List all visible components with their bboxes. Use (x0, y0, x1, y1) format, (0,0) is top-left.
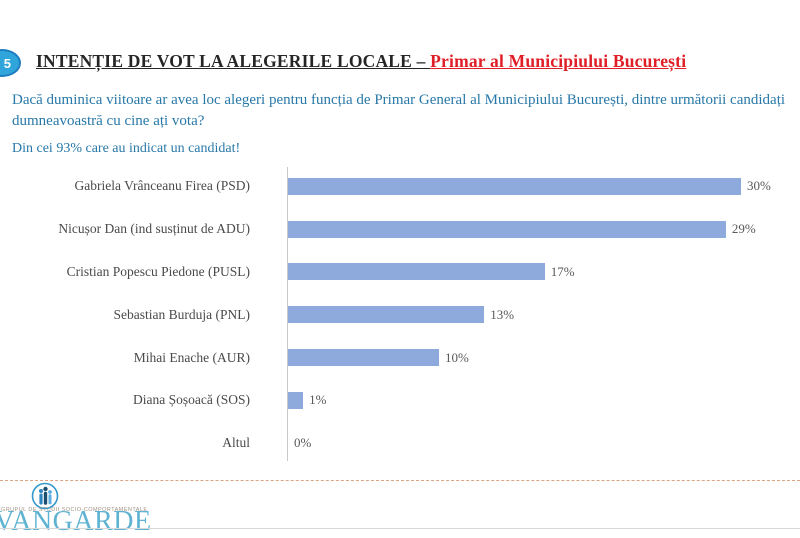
value-label: 13% (490, 306, 515, 322)
chart-row: Gabriela Vrânceanu Firea (PSD) 30% (0, 165, 792, 208)
question-line-2: dumneavoastră cu cine ați vota? (12, 112, 205, 129)
slide-title: INTENȚIE DE VOT LA ALEGERILE LOCALE – Pr… (36, 51, 686, 72)
category-label: Gabriela Vrânceanu Firea (PSD) (74, 178, 251, 194)
bar-track: 17% (288, 263, 575, 281)
logo-wordmark: AVANGARDE (0, 506, 152, 537)
category-label: Diana Șoșoacă (SOS) (133, 392, 250, 408)
value-label: 30% (747, 178, 771, 194)
chart-row: Altul 0% (0, 422, 792, 465)
bar (288, 349, 439, 367)
bar (288, 391, 304, 409)
category-label: Mihai Enache (AUR) (133, 349, 250, 365)
logo-tagline: GRUPUL DE STUDII SOCIO-COMPORTAMENTALE (1, 507, 148, 513)
bar (288, 177, 741, 195)
bar-track: 13% (288, 306, 515, 324)
chart-row: Cristian Popescu Piedone (PUSL) 17% (0, 251, 792, 294)
chart-row: Mihai Enache (AUR) 10% (0, 336, 792, 379)
category-label: Altul (222, 435, 250, 451)
category-label: Sebastian Burduja (PNL) (113, 306, 250, 322)
bar-track: 30% (288, 177, 771, 195)
logo-people-icon (31, 482, 59, 510)
value-label: 1% (309, 392, 327, 408)
value-label: 10% (445, 349, 469, 365)
chart-row: Sebastian Burduja (PNL) 13% (0, 293, 792, 336)
avangarde-logo: GRUPUL DE STUDII SOCIO-COMPORTAMENTALE A… (0, 482, 240, 537)
bar-chart: Gabriela Vrânceanu Firea (PSD) 30% Nicușor… (0, 165, 792, 465)
bottom-border-line (0, 528, 800, 529)
chart-row: Nicușor Dan (ind susținut de ADU) 29% (0, 208, 792, 251)
bar (288, 306, 485, 324)
slide-number: 5 (3, 55, 11, 71)
slide-number-badge: 5 (0, 49, 21, 77)
bar (288, 220, 726, 238)
title-highlight: Primar al Municipiului București (430, 51, 687, 71)
y-axis-line (287, 167, 288, 461)
bar-track: 1% (288, 391, 327, 409)
bar-track: 10% (288, 349, 469, 367)
note-text: Din cei 93% care au indicat un candidat! (12, 141, 241, 156)
value-label: 0% (294, 435, 312, 451)
bar-track: 29% (288, 220, 756, 238)
title-main: INTENȚIE DE VOT LA ALEGERILE LOCALE – (36, 51, 431, 71)
bar (288, 263, 545, 281)
value-label: 17% (550, 263, 575, 279)
category-label: Nicușor Dan (ind susținut de ADU) (58, 221, 250, 237)
category-label: Cristian Popescu Piedone (PUSL) (66, 263, 250, 279)
question-text: Dacă duminica viitoare ar avea loc alege… (12, 90, 792, 131)
dashed-divider (0, 480, 800, 481)
question-line-1: Dacă duminica viitoare ar avea loc alege… (12, 92, 786, 108)
chart-row: Diana Șoșoacă (SOS) 1% (0, 379, 792, 422)
value-label: 29% (731, 221, 756, 237)
bar-track: 0% (288, 435, 311, 451)
